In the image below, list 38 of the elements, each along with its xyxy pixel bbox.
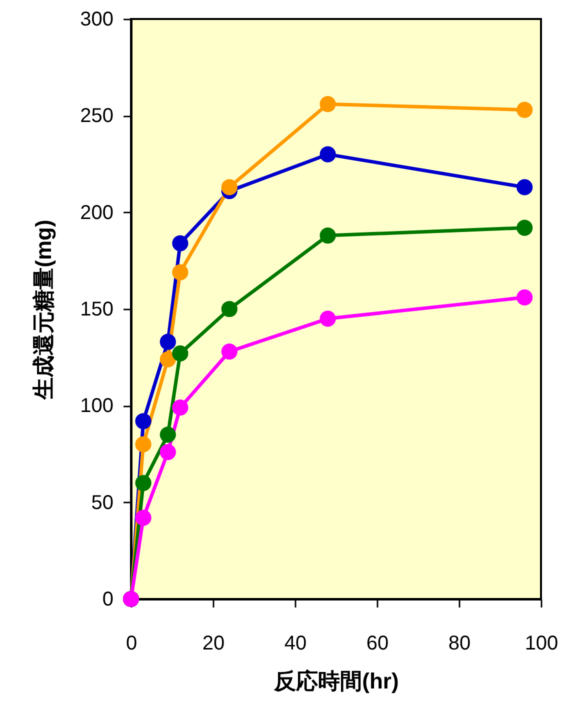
y-tick-label: 250 bbox=[80, 105, 114, 128]
y-tick-label: 50 bbox=[91, 492, 114, 514]
point bbox=[221, 179, 238, 196]
point bbox=[160, 444, 176, 460]
point bbox=[135, 413, 152, 430]
y-tick-label: 0 bbox=[102, 588, 114, 610]
x-tick-label: 20 bbox=[202, 632, 225, 654]
x-tick-label: 0 bbox=[126, 632, 138, 654]
y-axis-title: 生成還元糖量(mg) bbox=[31, 220, 56, 400]
point bbox=[172, 235, 188, 252]
point bbox=[320, 96, 336, 112]
x-tick-label: 60 bbox=[366, 632, 389, 654]
point bbox=[160, 334, 176, 350]
y-tick-label: 300 bbox=[80, 8, 114, 30]
point bbox=[172, 264, 188, 280]
x-axis-title: 反応時間(hr) bbox=[273, 668, 399, 694]
point bbox=[320, 227, 336, 244]
point bbox=[160, 426, 176, 443]
point bbox=[516, 102, 533, 118]
point bbox=[172, 345, 188, 362]
point bbox=[135, 436, 152, 452]
point bbox=[221, 343, 238, 360]
point bbox=[172, 400, 188, 416]
y-tick-label: 200 bbox=[80, 202, 114, 224]
x-tick-label: 80 bbox=[448, 632, 471, 654]
y-tick-label: 150 bbox=[80, 298, 114, 320]
point bbox=[516, 179, 533, 196]
x-tick-label: 40 bbox=[284, 632, 307, 654]
point bbox=[516, 220, 533, 236]
y-tick-label: 100 bbox=[80, 395, 114, 418]
point bbox=[320, 146, 336, 162]
point bbox=[221, 300, 238, 318]
x-tick-label: 100 bbox=[524, 632, 558, 654]
point bbox=[516, 289, 533, 306]
point bbox=[160, 351, 176, 368]
point bbox=[135, 474, 152, 492]
point bbox=[135, 510, 152, 526]
point bbox=[320, 310, 336, 327]
